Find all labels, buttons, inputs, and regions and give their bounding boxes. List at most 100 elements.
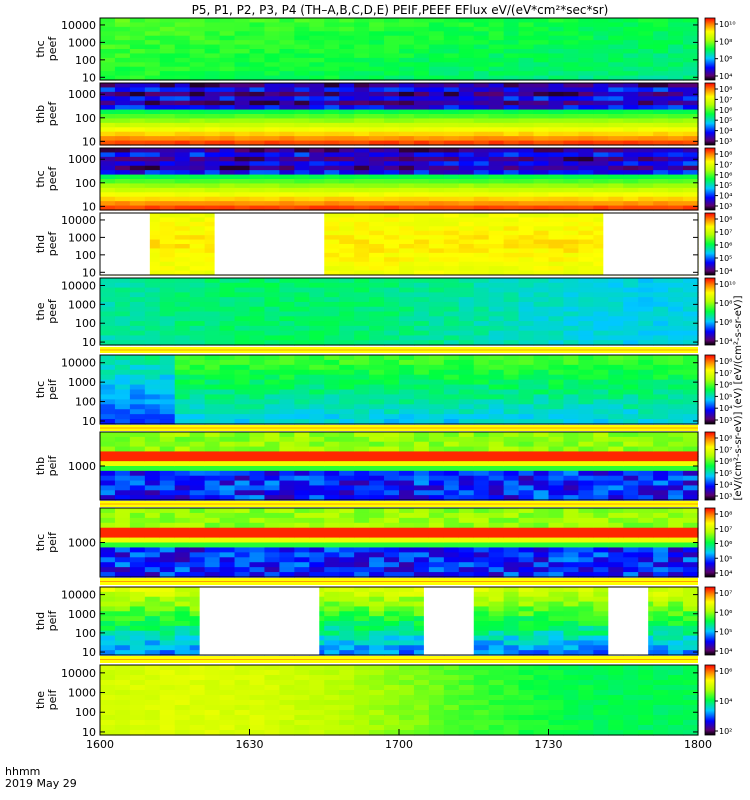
spectrogram-cell bbox=[369, 71, 385, 77]
spectrogram-cell bbox=[219, 35, 236, 41]
spectrogram-cell bbox=[593, 542, 609, 549]
spectrogram-cell bbox=[369, 591, 385, 598]
spectrogram-cell bbox=[324, 53, 340, 59]
spectrogram-cell bbox=[114, 187, 131, 193]
spectrogram-cell bbox=[578, 480, 594, 487]
spectrogram-cell bbox=[608, 379, 624, 386]
spectrogram-cell bbox=[413, 456, 430, 462]
spectrogram-cell bbox=[324, 311, 340, 317]
spectrogram-cell bbox=[369, 266, 385, 272]
colorbar-tick-label: 10⁸ bbox=[719, 510, 732, 519]
spectrogram-cell bbox=[309, 355, 325, 361]
spectrogram-cell bbox=[189, 62, 206, 68]
spectrogram-cell bbox=[473, 419, 490, 425]
spectrogram-cell bbox=[533, 475, 550, 482]
spectrogram-cell bbox=[249, 170, 266, 176]
spectrogram-cell bbox=[114, 591, 131, 598]
spectrogram-cell bbox=[339, 567, 355, 573]
spectrogram-cell bbox=[369, 292, 385, 298]
spectrogram-cell bbox=[129, 282, 146, 289]
spectrogram-cell bbox=[204, 495, 221, 501]
spectrogram-cell bbox=[354, 57, 370, 63]
spectrogram-cell bbox=[354, 282, 370, 289]
spectrogram-cell bbox=[488, 297, 505, 303]
spectrogram-cell bbox=[443, 230, 460, 236]
spectrogram-cell bbox=[159, 261, 176, 267]
spectrogram-cell bbox=[593, 394, 609, 400]
spectrogram-cell bbox=[384, 409, 400, 415]
spectrogram-cell bbox=[533, 170, 550, 176]
spectrogram-cell bbox=[159, 557, 176, 563]
spectrogram-cell bbox=[399, 230, 415, 236]
spectrogram-cell bbox=[309, 495, 325, 501]
spectrogram-cell bbox=[234, 83, 251, 89]
spectrogram-cell bbox=[144, 404, 161, 410]
spectrogram-cell bbox=[354, 91, 370, 97]
spectrogram-cell bbox=[294, 187, 310, 193]
spectrogram-cell bbox=[548, 485, 565, 491]
spectrogram-cell bbox=[324, 562, 340, 568]
spectrogram-cell bbox=[458, 557, 475, 563]
spectrogram-cell bbox=[413, 621, 430, 627]
spectrogram-cell bbox=[578, 230, 594, 236]
colorbar-tick-label: 10⁴ bbox=[719, 404, 732, 413]
spectrogram-cell bbox=[369, 174, 385, 180]
spectrogram-cell bbox=[234, 205, 251, 211]
spectrogram-cell bbox=[249, 179, 266, 185]
spectrogram-cell bbox=[339, 441, 355, 448]
spectrogram-cell bbox=[413, 490, 430, 496]
spectrogram-cell bbox=[623, 75, 639, 81]
spectrogram-cell bbox=[638, 451, 654, 457]
spectrogram-cell bbox=[129, 587, 146, 593]
spectrogram-cell bbox=[384, 432, 400, 438]
spectrogram-cell bbox=[234, 527, 251, 534]
spectrogram-cell bbox=[518, 512, 535, 519]
spectrogram-cell bbox=[623, 83, 639, 89]
spectrogram-cell bbox=[279, 456, 295, 462]
spectrogram-cell bbox=[578, 495, 594, 501]
spectrogram-cell bbox=[518, 196, 535, 202]
spectrogram-cell bbox=[458, 355, 475, 361]
spectrogram-cell bbox=[174, 44, 191, 50]
spectrogram-cell bbox=[309, 192, 325, 198]
spectrogram-cell bbox=[548, 26, 565, 32]
spectrogram-cell bbox=[159, 40, 176, 46]
spectrogram-cell bbox=[608, 192, 624, 198]
spectrogram-cell bbox=[189, 532, 206, 539]
spectrogram-cell bbox=[384, 105, 400, 111]
spectrogram-cell bbox=[384, 311, 400, 317]
spectrogram-cell bbox=[384, 278, 400, 284]
spectrogram-cell bbox=[324, 630, 340, 637]
spectrogram-cell bbox=[354, 118, 370, 124]
spectrogram-cell bbox=[399, 297, 415, 303]
spectrogram-cell bbox=[623, 384, 639, 391]
spectrogram-cell bbox=[593, 131, 609, 137]
spectrogram-cell bbox=[384, 292, 400, 298]
spectrogram-cell bbox=[174, 522, 191, 529]
spectrogram-cell bbox=[384, 53, 400, 59]
spectrogram-cell bbox=[488, 221, 505, 227]
spectrogram-cell bbox=[249, 466, 266, 472]
spectrogram-cell bbox=[144, 625, 161, 632]
spectrogram-cell bbox=[413, 96, 430, 102]
spectrogram-cell bbox=[608, 161, 624, 167]
spectrogram-cell bbox=[264, 389, 280, 396]
spectrogram-cell bbox=[189, 404, 206, 410]
spectrogram-cell bbox=[563, 161, 579, 167]
spectrogram-cell bbox=[354, 480, 370, 487]
spectrogram-cell bbox=[354, 441, 370, 448]
spectrogram-cell bbox=[668, 201, 684, 207]
spectrogram-cell bbox=[428, 512, 445, 519]
spectrogram-cell bbox=[100, 140, 116, 146]
spectrogram-cell bbox=[114, 456, 131, 462]
spectrogram-cell bbox=[413, 235, 430, 241]
spectrogram-cell bbox=[294, 118, 310, 124]
spectrogram-cell bbox=[533, 567, 550, 573]
spectrogram-cell bbox=[413, 109, 430, 115]
spectrogram-cell bbox=[668, 297, 684, 303]
spectrogram-cell bbox=[473, 297, 490, 303]
spectrogram-cell bbox=[219, 475, 236, 482]
spectrogram-cell bbox=[384, 587, 400, 593]
